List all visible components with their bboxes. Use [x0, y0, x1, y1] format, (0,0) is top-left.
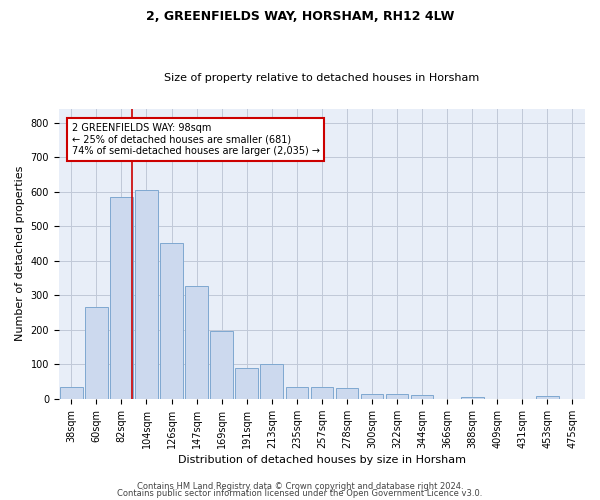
Bar: [386, 394, 409, 399]
Bar: [335, 388, 358, 399]
Bar: [260, 364, 283, 399]
Bar: [536, 396, 559, 399]
Bar: [311, 386, 333, 399]
Bar: [85, 308, 107, 399]
Bar: [60, 386, 83, 399]
Title: Size of property relative to detached houses in Horsham: Size of property relative to detached ho…: [164, 73, 479, 83]
Text: 2, GREENFIELDS WAY, HORSHAM, RH12 4LW: 2, GREENFIELDS WAY, HORSHAM, RH12 4LW: [146, 10, 454, 23]
Bar: [411, 395, 433, 399]
Y-axis label: Number of detached properties: Number of detached properties: [15, 166, 25, 342]
Bar: [110, 197, 133, 399]
Text: Contains public sector information licensed under the Open Government Licence v3: Contains public sector information licen…: [118, 489, 482, 498]
X-axis label: Distribution of detached houses by size in Horsham: Distribution of detached houses by size …: [178, 455, 466, 465]
Bar: [235, 368, 258, 399]
Text: 2 GREENFIELDS WAY: 98sqm
← 25% of detached houses are smaller (681)
74% of semi-: 2 GREENFIELDS WAY: 98sqm ← 25% of detach…: [71, 122, 320, 156]
Text: Contains HM Land Registry data © Crown copyright and database right 2024.: Contains HM Land Registry data © Crown c…: [137, 482, 463, 491]
Bar: [135, 190, 158, 399]
Bar: [160, 244, 183, 399]
Bar: [211, 332, 233, 399]
Bar: [461, 397, 484, 399]
Bar: [185, 286, 208, 399]
Bar: [286, 386, 308, 399]
Bar: [361, 394, 383, 399]
